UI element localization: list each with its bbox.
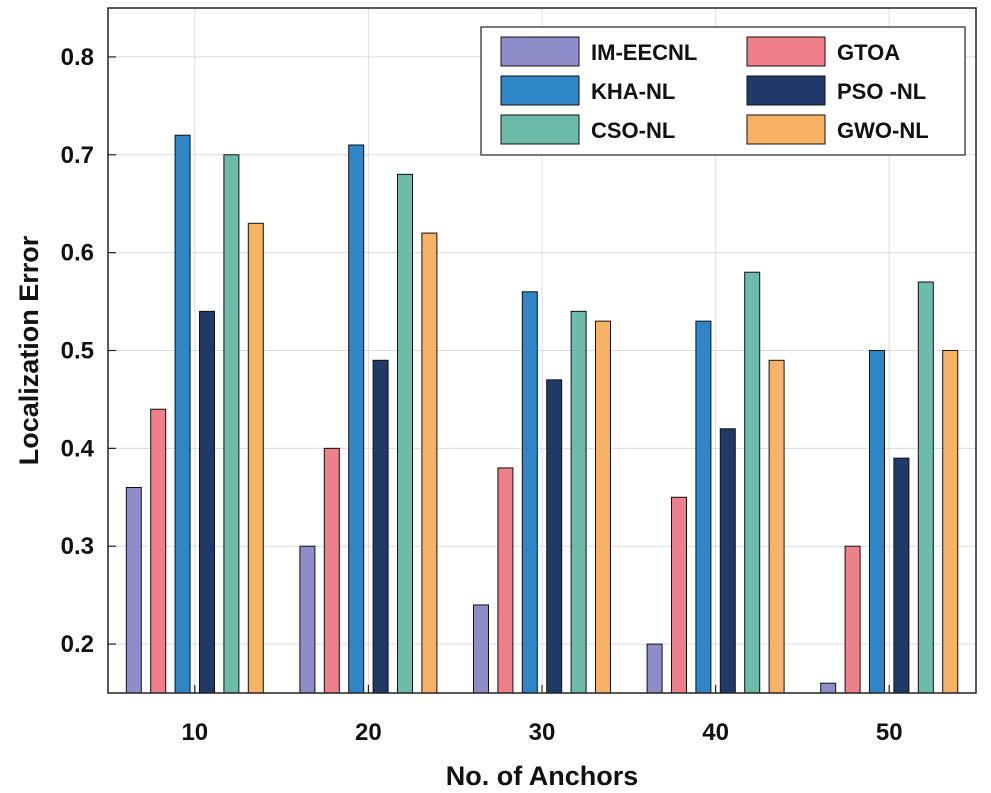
x-ticks: 10 20 30 40 50 [181, 685, 903, 746]
bar-kha-nl-40 [695, 320, 712, 694]
legend-swatch [746, 75, 826, 106]
bar-cso-nl-30 [570, 310, 587, 694]
bar-kha-nl-20 [348, 144, 365, 694]
x-tick-label: 20 [355, 719, 382, 746]
bar-gtoa-20 [323, 447, 340, 694]
legend-swatch [500, 75, 580, 106]
y-tick-label: 0.2 [61, 631, 94, 658]
x-tick-label: 10 [181, 719, 208, 746]
y-tick-label: 0.4 [61, 435, 95, 462]
bar-kha-nl-50 [869, 350, 885, 694]
legend-label: PSO -NL [837, 79, 926, 104]
legend-swatch [746, 114, 826, 145]
y-tick-label: 0.8 [61, 44, 94, 71]
bar-kha-nl-30 [521, 291, 538, 694]
bar-pso-nl-10 [199, 310, 215, 694]
y-tick-label: 0.3 [61, 533, 94, 560]
bar-cso-nl-10 [223, 154, 240, 694]
y-tick-label: 0.6 [61, 240, 94, 267]
bar-im-eecnl-50 [820, 682, 837, 694]
bar-gwo-nl-20 [421, 232, 438, 694]
legend-label: GTOA [837, 40, 900, 65]
legend-label: IM-EECNL [591, 40, 697, 65]
bar-pso-nl-40 [719, 428, 736, 694]
bar-pso-nl-50 [893, 457, 910, 694]
bar-cso-nl-40 [744, 271, 761, 694]
y-axis-label: Localization Error [14, 235, 44, 465]
legend-label: KHA-NL [591, 79, 675, 104]
bar-gwo-nl-50 [942, 350, 959, 694]
bar-gtoa-50 [844, 545, 861, 694]
legend-swatch [500, 36, 580, 67]
legend-label: CSO-NL [591, 118, 675, 143]
x-axis-label: No. of Anchors [446, 761, 639, 791]
legend-label: GWO-NL [837, 118, 929, 143]
legend-swatch [746, 36, 826, 67]
bar-pso-nl-20 [372, 359, 389, 694]
legend: IM-EECNL GTOA KHA-NL PSO -NL CSO-NL GWO-NL [480, 26, 966, 156]
bar-gwo-nl-30 [595, 320, 611, 694]
bar-gwo-nl-10 [247, 222, 264, 694]
bar-gwo-nl-40 [768, 359, 785, 694]
bar-gtoa-10 [150, 408, 167, 694]
bar-gtoa-40 [671, 496, 687, 694]
bar-kha-nl-10 [174, 134, 191, 694]
bar-im-eecnl-40 [646, 643, 663, 694]
x-tick-label: 30 [529, 719, 556, 746]
bars [125, 134, 959, 694]
legend-swatch [500, 114, 580, 145]
x-tick-label: 40 [702, 719, 729, 746]
y-tick-label: 0.5 [61, 338, 94, 365]
x-tick-label: 50 [876, 719, 903, 746]
y-tick-label: 0.7 [61, 142, 94, 169]
bar-cso-nl-50 [917, 281, 934, 694]
bar-pso-nl-30 [546, 379, 563, 694]
bar-gtoa-30 [497, 467, 514, 694]
bar-im-eecnl-20 [299, 545, 316, 694]
y-ticks: 0.2 0.3 0.4 0.5 0.6 0.7 0.8 [61, 44, 116, 658]
bar-cso-nl-20 [397, 173, 413, 694]
bar-im-eecnl-30 [473, 604, 489, 694]
bar-im-eecnl-10 [125, 487, 142, 694]
